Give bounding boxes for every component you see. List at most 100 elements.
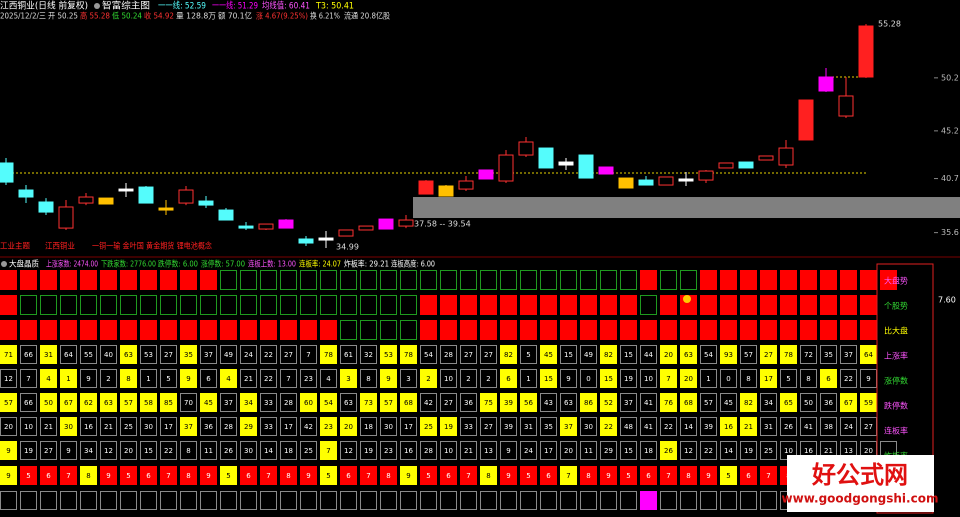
cell-value: 60 [304,399,313,407]
cell [380,369,397,388]
cell-value: 57 [704,399,713,407]
cell [720,320,737,340]
cell-value: 3 [406,375,410,383]
indicator-readout: 7.60 [938,296,956,305]
cell [220,295,237,315]
cell-value: 27 [864,423,873,431]
cell-value: 57 [124,399,133,407]
cell [180,295,197,315]
cell [580,491,597,510]
cell [860,320,877,340]
cell [600,491,617,510]
cell [780,369,797,388]
cell-value: 5 [126,472,130,480]
cell-value: 22 [264,375,273,383]
cell [700,466,717,485]
cell [80,369,97,388]
cell-value: 19 [624,375,633,383]
cell [380,491,397,510]
cell-value: 5 [226,472,230,480]
watermark-box [787,455,934,512]
cell-value: 8 [386,472,390,480]
cell [140,491,157,510]
cell [0,441,17,460]
candle-body [558,161,574,166]
cell-value: 8 [86,472,90,480]
cell [500,417,517,436]
cell [520,417,537,436]
cell [820,417,837,436]
cell [460,320,477,340]
quote-field: 收 54.92 [144,11,174,21]
cell [760,270,777,290]
cell [340,295,357,315]
cell [100,466,117,485]
candle-body [538,147,554,169]
cell [720,466,737,485]
cell-value: 21 [44,423,53,431]
candle-body [118,188,134,192]
cell [280,320,297,340]
cell [140,270,157,290]
cell-value: 8 [586,472,590,480]
cell [660,491,677,510]
cell-value: 9 [406,472,410,480]
cell [160,320,177,340]
cell [680,270,697,290]
cell [620,466,637,485]
cell-value: 15 [604,375,613,383]
cell-value: 78 [324,351,333,359]
cell [360,466,377,485]
cell-value: 7 [666,375,670,383]
cell [480,393,497,412]
cell [260,466,277,485]
cell-value: 23 [324,423,333,431]
cell [640,345,657,364]
cell [220,345,237,364]
indicator-stat: 涨停数: 57.00 [201,259,245,269]
cell [20,270,37,290]
cell-value: 36 [824,399,833,407]
cell [780,345,797,364]
cell-value: 15 [144,447,153,455]
cell-value: 16 [804,447,813,455]
cell [460,345,477,364]
cell [360,295,377,315]
cell [400,441,417,460]
cell [640,417,657,436]
cell [40,295,57,315]
cell-value: 2 [486,375,490,383]
cell-value: 63 [124,351,133,359]
cell [500,491,517,510]
y-tick-label: 50.2 [941,73,959,82]
cell-value: 66 [24,351,33,359]
cell-value: 14 [264,447,273,455]
cell-value: 19 [364,447,373,455]
cell [820,345,837,364]
cell-value: 30 [244,447,253,455]
cell [160,393,177,412]
cell [120,393,137,412]
cell [580,393,597,412]
cell [500,270,517,290]
cell-value: 27 [484,423,493,431]
cell-value: 12 [4,375,13,383]
row-label: 上涨率 [884,351,908,361]
cell [100,491,117,510]
cell [60,466,77,485]
cell [200,295,217,315]
dot-icon [1,261,7,267]
cell [820,270,837,290]
cell [680,369,697,388]
cell [40,270,57,290]
cell [700,441,717,460]
cell [380,270,397,290]
cell [660,345,677,364]
cell-value: 16 [84,423,93,431]
cell [200,441,217,460]
cell [60,369,77,388]
cell [480,441,497,460]
cell [420,369,437,388]
cell-value: 63 [684,351,693,359]
cell-value: 2 [466,375,470,383]
